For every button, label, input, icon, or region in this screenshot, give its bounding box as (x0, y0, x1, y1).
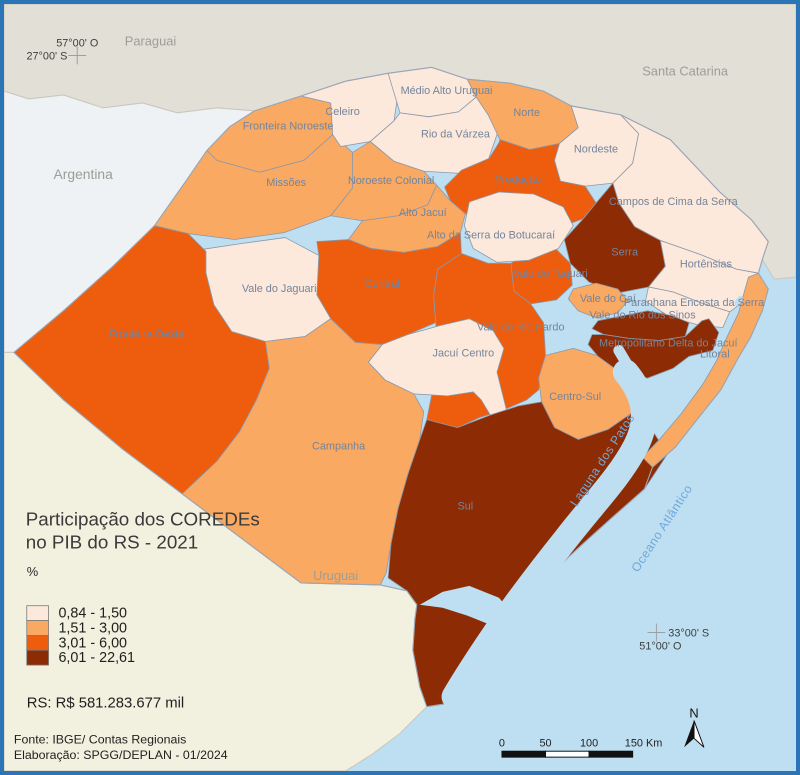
region-label-paranhana-encosta-da-serra: Paranhana Encosta da Serra (624, 297, 765, 309)
region-label-serra: Serra (611, 246, 639, 258)
small-lagoon-0 (480, 626, 512, 667)
region-label-celeiro: Celeiro (325, 106, 359, 118)
legend-swatch-c2 (26, 620, 49, 636)
legend-swatch-c1 (26, 605, 49, 621)
legend-swatch-c3 (26, 635, 49, 651)
country-label-paraguai: Paraguai (125, 34, 176, 49)
scalebar-tick-end: 150 Km (625, 737, 662, 749)
region-label-alto-da-serra-do-botucarai: Alto da Serra do Botucaraí (427, 230, 555, 242)
region-label-vale-do-cai: Vale do Caí (580, 293, 636, 305)
neighbor-lands (4, 4, 796, 771)
north-arrow-label: N (689, 706, 698, 721)
elaboration-line: Elaboração: SPGG/DEPLAN - 01/2024 (14, 748, 228, 762)
coordinate-markers: 57°00' O27°00' S 33°00' S51°00' O (26, 38, 709, 653)
region-paranhana-encosta-da-serra (645, 286, 731, 329)
region-label-noroeste-colonial: Noroeste Colonial (348, 175, 434, 187)
legend-range-0: 0,84 - 1,50 (58, 606, 127, 622)
legend-title-line2: no PIB do RS - 2021 (26, 531, 198, 552)
state-outline (13, 66, 769, 708)
region-label-jacui-centro: Jacuí Centro (433, 347, 495, 359)
small-lagoon-1 (690, 422, 704, 438)
scale-bar: 0 50 100 150 Km (499, 737, 662, 758)
region-label-norte: Norte (513, 107, 540, 119)
source-line: Fonte: IBGE/ Contas Regionais (14, 732, 186, 746)
region-alto-da-serra-do-botucarai (463, 191, 574, 263)
region-label-vale-do-jaguari: Vale do Jaguari (242, 283, 317, 295)
lagoa-mirim-channel (419, 585, 514, 628)
legend-items: 0,84 - 1,501,51 - 3,003,01 - 6,006,01 - … (26, 605, 135, 666)
map-svg: Fronteira Noroeste Missões Celeiro Médio Al… (4, 4, 796, 771)
legend-range-3: 6,01 - 22,61 (58, 650, 135, 666)
region-label-metropolitano-delta-do-jacui: Metropolitano Delta do Jacuí (599, 337, 737, 349)
country-label-argentina: Argentina (54, 166, 114, 182)
north-arrow-icon (693, 720, 705, 748)
rs-total-label: RS: R$ 581.283.677 mil (27, 696, 184, 712)
region-vale-do-cai (567, 282, 629, 319)
scalebar-segment-0 (501, 750, 547, 758)
small-lagoon-2 (669, 449, 681, 462)
scalebar-segment-2 (588, 750, 634, 758)
scalebar-tick-100: 100 (580, 737, 598, 749)
region-label-fronteira-noroeste: Fronteira Noroeste (243, 121, 334, 133)
north-arrow: N (684, 706, 705, 748)
region-label-sul: Sul (457, 501, 473, 513)
region-label-vale-do-rio-dos-sinos: Vale do Rio dos Sinos (589, 310, 696, 322)
laguna-dos-patos-body (441, 359, 657, 710)
region-label-fronteira-oeste: Fronteira Oeste (109, 329, 185, 341)
country-label-uruguai: Uruguai (313, 568, 358, 583)
marker-se-label-0: 33°00' S (668, 627, 709, 639)
state-border (13, 66, 769, 708)
region-label-centro-sul: Centro-Sul (549, 391, 601, 403)
region-label-medio-alto-uruguai: Médio Alto Uruguai (401, 85, 493, 97)
water-label-oceano-atlantico: Oceano Atlântico (628, 482, 695, 575)
region-label-hortensias: Hortênsias (680, 258, 733, 270)
scalebar-segment-1 (545, 750, 590, 758)
region-label-producao: Produção (495, 174, 542, 186)
region-label-campanha: Campanha (312, 440, 366, 452)
region-label-nordeste: Nordeste (574, 143, 618, 155)
legend: Participação dos COREDEs no PIB do RS - … (14, 509, 260, 763)
north-arrow-icon (684, 720, 695, 748)
region-label-vale-do-taquari: Vale do Taquari (513, 268, 588, 280)
region-label-litoral: Litoral (700, 348, 730, 360)
region-label-alto-jacui: Alto Jacuí (399, 207, 447, 219)
legend-title-line1: Participação dos COREDEs (26, 509, 260, 530)
legend-range-1: 1,51 - 3,00 (58, 620, 127, 636)
legend-range-2: 3,01 - 6,00 (58, 635, 127, 651)
marker-se-label-1: 51°00' O (639, 640, 681, 652)
scalebar-tick-50: 50 (539, 737, 551, 749)
region-label-missoes: Missões (266, 177, 306, 189)
region-label-rio-da-varzea: Rio da Várzea (421, 129, 491, 141)
region-jacui-centro (367, 318, 508, 421)
legend-unit: % (27, 564, 38, 579)
scalebar-tick-0: 0 (499, 737, 505, 749)
guaiba-lake (613, 344, 638, 378)
region-label-vale-do-rio-pardo: Vale do Rio Pardo (477, 322, 564, 334)
marker-nw-label-1: 27°00' S (26, 50, 67, 62)
region-label-central: Central (365, 278, 400, 290)
region-label-campos-de-cima-da-serra: Campos de Cima da Serra (609, 196, 739, 208)
marker-nw-label-0: 57°00' O (56, 38, 98, 50)
small-lagoon-3 (734, 295, 743, 307)
lagoons (419, 295, 743, 710)
legend-swatch-c4 (26, 649, 49, 666)
country-label-santa-catarina: Santa Catarina (642, 63, 729, 78)
